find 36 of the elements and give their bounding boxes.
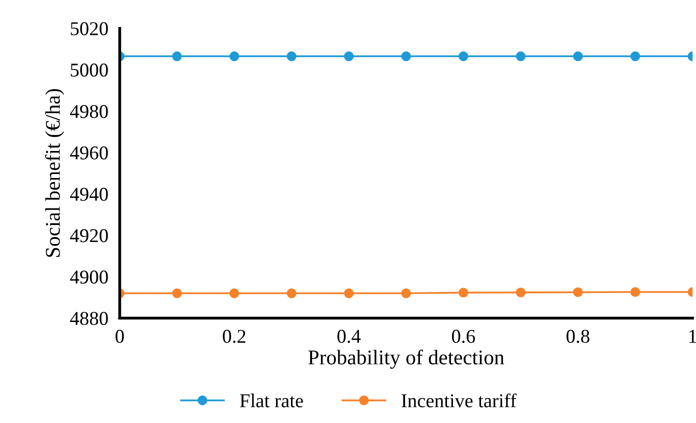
y-tick-label: 4920 xyxy=(70,229,108,242)
point xyxy=(458,288,468,298)
x-tick-label: 1 xyxy=(689,330,696,343)
point xyxy=(172,288,182,298)
point xyxy=(573,51,583,62)
point xyxy=(516,288,526,298)
point xyxy=(286,51,296,62)
point xyxy=(229,288,240,298)
point xyxy=(344,288,354,298)
x-tick-label: 0.8 xyxy=(566,330,590,343)
legend-label: Flat rate xyxy=(240,394,303,408)
point xyxy=(630,51,640,62)
x-axis-title: Probability of detection xyxy=(308,350,504,369)
y-axis-title: Social benefit (€/ha) xyxy=(45,89,64,257)
point xyxy=(286,288,296,298)
point xyxy=(573,287,583,298)
legend-label: Incentive tariff xyxy=(402,393,517,408)
point xyxy=(344,51,354,62)
point xyxy=(516,51,526,62)
y-tick-label: 4980 xyxy=(70,104,108,118)
point xyxy=(172,51,182,62)
point xyxy=(229,51,240,62)
x-tick-label: 0.4 xyxy=(337,330,361,343)
x-tick-label: 0.6 xyxy=(452,330,475,343)
y-tick-label: 4880 xyxy=(70,312,108,326)
point xyxy=(630,287,640,297)
x-tick-label: 0.2 xyxy=(222,330,246,343)
x-tick-label: 0 xyxy=(116,330,124,343)
point xyxy=(458,51,468,62)
y-tick-label: 4940 xyxy=(70,188,108,201)
point xyxy=(401,51,411,62)
y-tick-label: 5000 xyxy=(70,64,108,77)
y-tick-label: 4900 xyxy=(70,270,108,284)
y-tick-label: 5020 xyxy=(70,22,108,36)
point xyxy=(401,288,411,298)
y-tick-label: 4960 xyxy=(70,146,108,160)
